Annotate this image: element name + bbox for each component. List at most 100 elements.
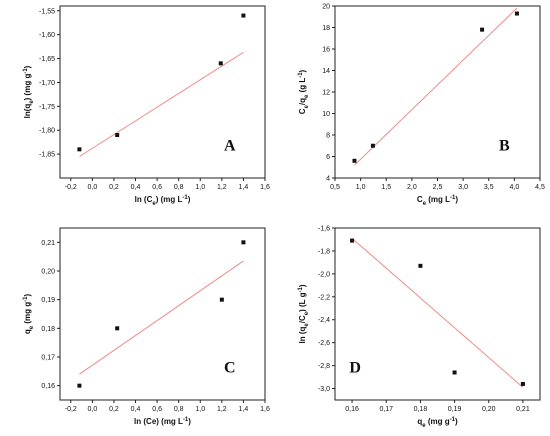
y-tick-label: 0,19 [41,297,55,304]
x-tick-label: 1,0 [195,184,205,191]
y-tick-label: 10 [322,111,330,118]
x-tick-label: 1,4 [239,184,249,191]
x-tick-label: 4,5 [535,184,545,191]
y-tick-label: -2,0 [318,271,330,278]
x-tick-label: 0,17 [379,406,393,413]
y-tick-label: -1,8 [318,248,330,255]
y-tick-label: -2,4 [318,317,330,324]
y-tick-label: -1,6 [318,226,330,233]
y-tick-label: -1,55 [39,8,55,15]
data-point [241,13,246,18]
y-tick-label: 0,21 [41,240,55,247]
x-tick-label: 4,0 [510,184,520,191]
panel-letter: C [224,359,236,376]
panel-letter: B [499,137,510,154]
panel-letter: A [224,137,236,154]
y-tick-label: -1,65 [39,56,55,63]
x-tick-label: 0,4 [131,406,141,413]
chart-panel-d: 0,16 0,17 0,18 0,19 0,20 0,21 -1,6 -1,8 -2,0 -2,2… [298,226,541,429]
x-tick-label: 3,5 [484,184,494,191]
x-tick-label: 0,0 [88,184,98,191]
x-tick-label: 0,16 [345,406,359,413]
fit-line [79,260,244,375]
x-tick-label: 0,2 [109,184,119,191]
plot-frame [334,227,541,401]
y-axis-label: qe (mg g-1) [23,294,35,335]
y-tick-label: 20 [322,4,330,11]
data-point [480,27,485,32]
x-tick-label: 1,5 [381,184,391,191]
data-point [115,133,120,137]
data-point [350,238,355,243]
plot-frame [59,5,266,179]
data-point [219,297,224,302]
x-tick-label: 1,0 [356,184,366,191]
plot-frame [59,227,266,401]
y-axis-label: ln(qe) (mg g-1) [23,65,35,118]
data-point [218,61,223,66]
y-tick-label: 8 [326,133,330,140]
y-tick-label: -3,0 [318,386,330,393]
y-tick-label: -1,70 [39,80,55,87]
y-tick-label: 0,18 [41,326,55,333]
x-tick-label: 2,5 [433,184,443,191]
data-point [77,147,82,152]
y-tick-label: 6 [326,154,330,161]
x-tick-label: 1,4 [239,406,249,413]
x-tick-label: -0,2 [65,184,77,191]
x-axis-label: ln (Ce) (mg L-1) [135,195,191,207]
data-point [452,370,457,375]
chart-panel-b: 0,5 1,0 1,5 2,0 2,5 3,0 3,5 4,0 4,5 4 6 8 10 12 14 16 18… [298,4,545,208]
fit-line [351,237,524,388]
data-point [514,11,519,16]
x-tick-label: 2,0 [407,184,417,191]
x-tick-label: 0,8 [174,406,184,413]
x-tick-label: 0,5 [330,184,340,191]
x-axis-label: Ce (mg L-1) [417,195,458,207]
data-point [370,143,375,148]
x-tick-label: 1,2 [217,184,227,191]
y-tick-label: -2,8 [318,363,330,370]
y-tick-label: 12 [322,90,330,97]
y-tick-label: -1,80 [39,128,55,135]
x-tick-label: 0,2 [109,406,119,413]
data-point [241,240,246,245]
x-tick-label: 1,6 [260,184,270,191]
x-axis-label: qe (mg g-1) [417,417,458,429]
data-point [520,381,525,386]
x-tick-label: 0,4 [131,184,141,191]
y-tick-label: -2,2 [318,294,330,301]
x-tick-label: 0,18 [414,406,428,413]
fit-line [354,7,518,166]
fit-line [79,51,244,157]
y-axis-label: Ce/qe (g L-1) [298,69,310,114]
y-tick-label: -1,75 [39,104,55,111]
x-tick-label: 0,8 [174,184,184,191]
y-tick-label: 18 [322,25,330,32]
x-tick-label: 1,6 [260,406,270,413]
y-tick-label: -1,85 [39,152,55,159]
x-tick-label: 0,19 [448,406,462,413]
y-tick-label: 4 [326,176,330,183]
data-point [418,263,423,268]
chart-panel-a: -0,2 0,0 0,2 0,4 0,6 0,8 1,0 1,2 1,4 1,6 -1,55 -1,6… [23,5,270,207]
y-tick-label: 14 [322,68,330,75]
chart-panel-c: -0,2 0,0 0,2 0,4 0,6 0,8 1,0 1,2 1,4 1,6 0,21 0,20 0… [23,227,270,426]
x-axis-label: ln (Ce) (mg L-1) [134,417,191,426]
y-axis-label: ln (qe/Ce) (L g-1) [298,284,310,343]
x-tick-label: 1,2 [217,406,227,413]
y-tick-label: -2,6 [318,340,330,347]
y-tick-label: 0,20 [41,269,55,276]
data-point [77,383,82,388]
x-tick-label: 3,0 [458,184,468,191]
y-tick-label: 0,17 [41,355,55,362]
panel-letter: D [349,359,361,376]
y-tick-label: 0,16 [41,383,55,390]
data-point [115,326,120,331]
x-tick-label: 0,6 [152,406,162,413]
x-tick-label: 1,0 [195,406,205,413]
x-tick-label: 0,6 [152,184,162,191]
x-tick-label: -0,2 [65,406,77,413]
x-tick-label: 0,0 [88,406,98,413]
